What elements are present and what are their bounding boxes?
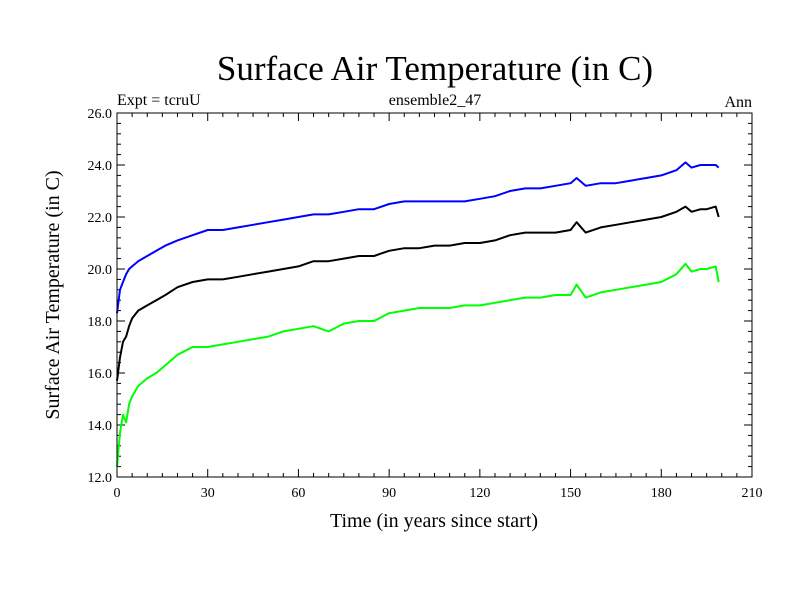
period-label: Ann (724, 94, 752, 111)
ensemble-label: ensemble2_47 (389, 92, 481, 109)
series-line-lower (116, 262, 720, 467)
tick-labels: 0 30 60 90 120 150 180 210 12.0 14.0 16.0 18.0 20.0 2… (88, 107, 763, 501)
y-tick-label: 16.0 (88, 367, 113, 382)
x-tick-label: 30 (201, 486, 215, 501)
x-tick-label: 150 (560, 486, 581, 501)
x-tick-label: 120 (469, 486, 490, 501)
y-tick-label: 12.0 (88, 471, 113, 486)
y-tick-label: 24.0 (88, 159, 113, 174)
chart-title: Surface Air Temperature (in C) (217, 49, 653, 88)
series-line-upper (116, 161, 720, 314)
series-line-middle (116, 205, 720, 381)
x-tick-label: 180 (651, 486, 672, 501)
series-lines (116, 161, 720, 467)
y-tick-label: 20.0 (88, 263, 113, 278)
experiment-label: Expt = tcruU (117, 92, 201, 109)
y-tick-label: 14.0 (88, 419, 113, 434)
x-axis-label: Time (in years since start) (330, 510, 538, 532)
y-tick-label: 26.0 (88, 107, 113, 122)
x-tick-label: 60 (291, 486, 305, 501)
y-tick-label: 18.0 (88, 315, 113, 330)
x-tick-label: 90 (382, 486, 396, 501)
x-tick-label: 210 (742, 486, 763, 501)
x-tick-label: 0 (114, 486, 121, 501)
plot-frame (116, 112, 753, 478)
y-axis-label: Surface Air Temperature (in C) (42, 170, 64, 419)
y-tick-label: 22.0 (88, 211, 113, 226)
